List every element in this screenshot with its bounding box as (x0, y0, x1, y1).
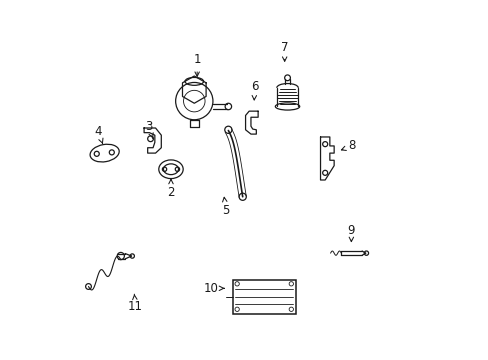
Text: 6: 6 (250, 80, 258, 100)
Ellipse shape (184, 77, 203, 85)
Text: 9: 9 (347, 224, 354, 242)
Bar (232, 279, 295, 314)
Text: 1: 1 (193, 53, 201, 76)
Text: 7: 7 (280, 41, 288, 61)
Text: 5: 5 (222, 197, 229, 217)
Text: 2: 2 (167, 179, 174, 199)
Text: 11: 11 (128, 294, 142, 313)
Text: 3: 3 (144, 120, 153, 138)
Text: 8: 8 (341, 139, 355, 152)
Text: 4: 4 (94, 125, 103, 144)
Text: 10: 10 (203, 282, 224, 295)
